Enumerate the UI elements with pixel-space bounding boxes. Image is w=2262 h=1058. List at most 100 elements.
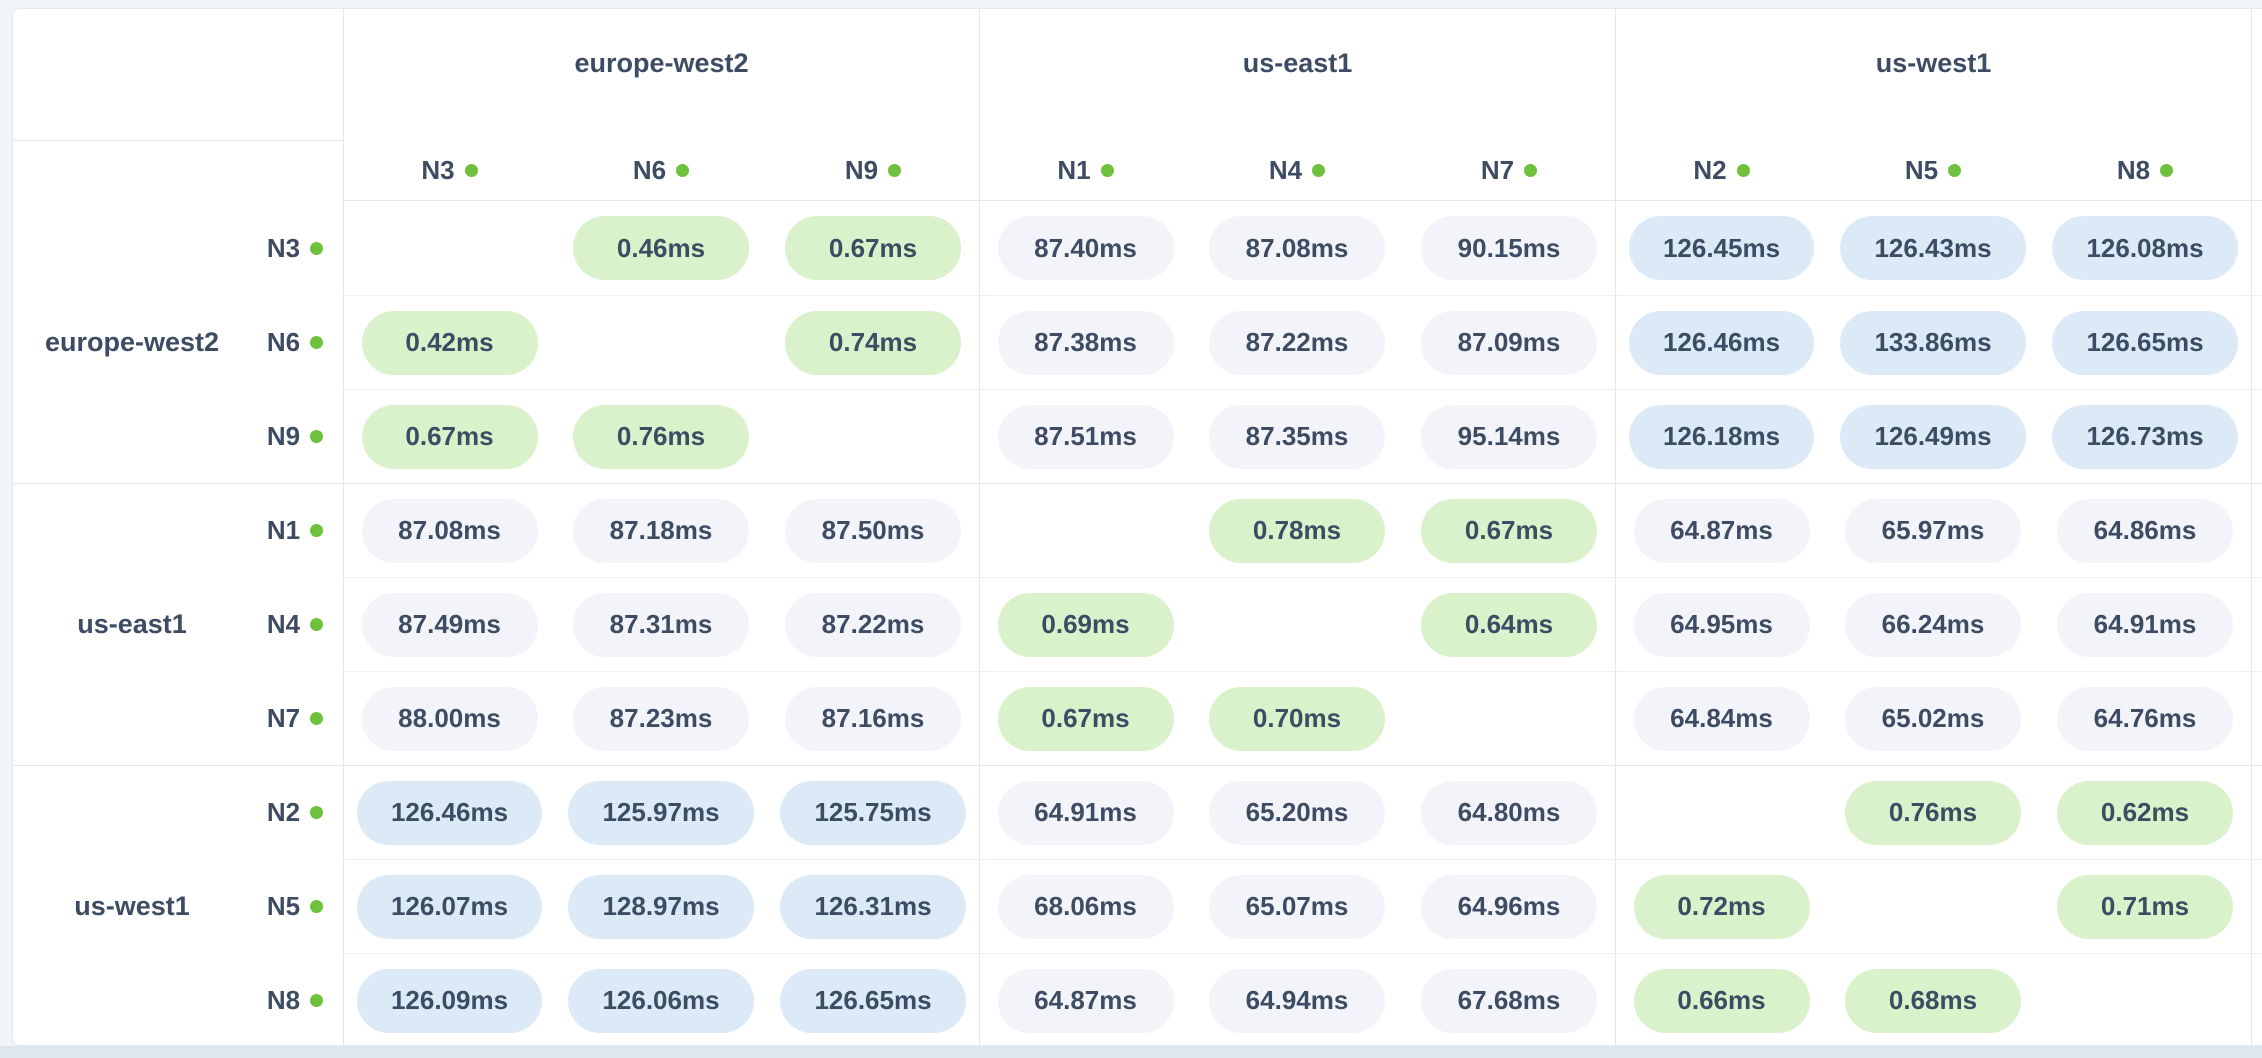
- node-label: N2: [1693, 155, 1727, 185]
- latency-pill[interactable]: 64.76ms: [2057, 686, 2233, 751]
- status-dot-icon: [310, 993, 324, 1007]
- latency-pill[interactable]: 0.62ms: [2057, 780, 2233, 845]
- latency-pill[interactable]: 126.09ms: [356, 968, 543, 1033]
- latency-pill[interactable]: 0.66ms: [1633, 968, 1810, 1033]
- column-node-header: N9: [767, 141, 979, 201]
- latency-pill[interactable]: 0.76ms: [1845, 780, 2021, 845]
- latency-pill[interactable]: 0.69ms: [997, 592, 1174, 657]
- latency-pill[interactable]: 64.91ms: [997, 780, 1174, 845]
- latency-pill[interactable]: 68.06ms: [997, 874, 1174, 939]
- latency-pill[interactable]: 87.49ms: [361, 592, 538, 657]
- latency-pill[interactable]: 64.84ms: [1633, 686, 1810, 751]
- latency-pill[interactable]: 87.50ms: [785, 498, 961, 563]
- status-dot-icon: [310, 241, 324, 255]
- latency-pill[interactable]: 0.67ms: [361, 404, 538, 469]
- latency-pill[interactable]: 0.70ms: [1209, 686, 1385, 751]
- latency-pill[interactable]: 67.68ms: [1421, 968, 1597, 1033]
- latency-cell: 87.49ms: [343, 577, 555, 671]
- latency-pill[interactable]: 95.14ms: [1421, 404, 1597, 469]
- latency-pill[interactable]: 87.31ms: [573, 592, 749, 657]
- latency-pill[interactable]: 133.86ms: [1840, 310, 2026, 375]
- latency-cell-self: [1615, 765, 1827, 859]
- latency-pill[interactable]: 0.67ms: [785, 216, 961, 280]
- latency-pill[interactable]: 0.71ms: [2057, 874, 2233, 939]
- latency-cell: 87.23ms: [555, 671, 767, 765]
- latency-pill[interactable]: 126.73ms: [2052, 404, 2238, 469]
- latency-pill[interactable]: 65.20ms: [1209, 780, 1385, 845]
- latency-cell: 0.70ms: [1191, 671, 1403, 765]
- latency-cell: 65.97ms: [1827, 483, 2039, 577]
- latency-pill[interactable]: 87.08ms: [1209, 216, 1385, 280]
- latency-pill[interactable]: 126.31ms: [780, 874, 966, 939]
- latency-pill[interactable]: 126.65ms: [2052, 310, 2238, 375]
- status-dot-icon: [888, 164, 902, 177]
- latency-pill[interactable]: 0.64ms: [1421, 592, 1597, 657]
- latency-pill[interactable]: 64.94ms: [1209, 968, 1385, 1033]
- latency-pill[interactable]: 126.43ms: [1840, 216, 2026, 280]
- horizontal-scrollbar[interactable]: [0, 1046, 2262, 1058]
- latency-pill[interactable]: 126.06ms: [568, 968, 754, 1033]
- latency-pill[interactable]: 65.02ms: [1845, 686, 2021, 751]
- latency-cell: 126.31ms: [767, 859, 979, 953]
- latency-pill[interactable]: 128.97ms: [568, 874, 754, 939]
- column-node-header: N8: [2039, 141, 2251, 201]
- latency-pill[interactable]: 64.87ms: [997, 968, 1174, 1033]
- latency-cell: 87.31ms: [555, 577, 767, 671]
- latency-pill[interactable]: 87.18ms: [573, 498, 749, 563]
- latency-cell: 0.66ms: [1615, 953, 1827, 1045]
- latency-pill[interactable]: 87.22ms: [785, 592, 961, 657]
- latency-pill[interactable]: 64.91ms: [2057, 592, 2233, 657]
- latency-pill[interactable]: 0.46ms: [573, 216, 749, 280]
- latency-pill[interactable]: 0.78ms: [1209, 498, 1385, 563]
- latency-pill[interactable]: 65.97ms: [1845, 498, 2021, 563]
- latency-pill[interactable]: 87.23ms: [573, 686, 749, 751]
- latency-pill[interactable]: 126.08ms: [2052, 216, 2238, 280]
- latency-pill[interactable]: 87.22ms: [1209, 310, 1385, 375]
- latency-pill[interactable]: 87.51ms: [997, 404, 1174, 469]
- node-label: N5: [1904, 155, 1939, 185]
- latency-cell: 0.68ms: [1827, 953, 2039, 1045]
- latency-pill[interactable]: 64.96ms: [1421, 874, 1597, 939]
- latency-pill[interactable]: 0.68ms: [1845, 968, 2021, 1033]
- latency-cell: 65.02ms: [1827, 671, 2039, 765]
- latency-pill[interactable]: 64.87ms: [1633, 498, 1810, 563]
- latency-pill[interactable]: 126.18ms: [1628, 404, 1815, 469]
- latency-pill[interactable]: 87.08ms: [361, 498, 538, 563]
- latency-pill[interactable]: 87.09ms: [1421, 310, 1597, 375]
- status-dot-icon: [310, 806, 324, 819]
- latency-pill[interactable]: 0.72ms: [1633, 874, 1810, 939]
- latency-pill[interactable]: 64.95ms: [1633, 592, 1810, 657]
- status-dot-icon: [676, 164, 690, 177]
- latency-pill[interactable]: 125.75ms: [780, 780, 966, 845]
- latency-pill[interactable]: 126.65ms: [780, 968, 966, 1033]
- latency-cell: 126.73ms: [2039, 389, 2251, 483]
- latency-cell: 87.22ms: [1191, 295, 1403, 389]
- latency-pill[interactable]: 87.40ms: [997, 216, 1174, 280]
- latency-pill[interactable]: 87.16ms: [785, 686, 961, 751]
- latency-cell: 0.67ms: [767, 201, 979, 295]
- latency-pill[interactable]: 126.46ms: [356, 780, 543, 845]
- latency-pill[interactable]: 0.67ms: [1421, 498, 1597, 563]
- latency-pill[interactable]: 0.76ms: [573, 404, 749, 469]
- latency-pill[interactable]: 65.07ms: [1209, 874, 1385, 939]
- latency-pill[interactable]: 64.86ms: [2057, 498, 2233, 563]
- latency-pill[interactable]: 126.49ms: [1840, 404, 2026, 469]
- status-dot-icon: [310, 524, 324, 537]
- latency-pill[interactable]: 87.38ms: [997, 310, 1174, 375]
- latency-pill[interactable]: 64.80ms: [1421, 780, 1597, 845]
- latency-pill[interactable]: 126.07ms: [356, 874, 543, 939]
- status-dot-icon: [2160, 164, 2174, 177]
- latency-pill[interactable]: 0.67ms: [997, 686, 1174, 751]
- latency-pill[interactable]: 88.00ms: [361, 686, 538, 751]
- latency-pill[interactable]: 90.15ms: [1421, 216, 1597, 280]
- latency-pill[interactable]: 126.45ms: [1628, 216, 1815, 280]
- latency-pill[interactable]: 87.35ms: [1209, 404, 1385, 469]
- latency-cell: 126.65ms: [2039, 295, 2251, 389]
- latency-pill[interactable]: 125.97ms: [568, 780, 754, 845]
- latency-pill[interactable]: 126.46ms: [1628, 310, 1815, 375]
- latency-cell: 125.75ms: [767, 765, 979, 859]
- latency-pill[interactable]: 0.42ms: [361, 310, 538, 375]
- latency-pill[interactable]: 66.24ms: [1845, 592, 2021, 657]
- latency-cell: 0.72ms: [1615, 859, 1827, 953]
- latency-pill[interactable]: 0.74ms: [785, 310, 961, 375]
